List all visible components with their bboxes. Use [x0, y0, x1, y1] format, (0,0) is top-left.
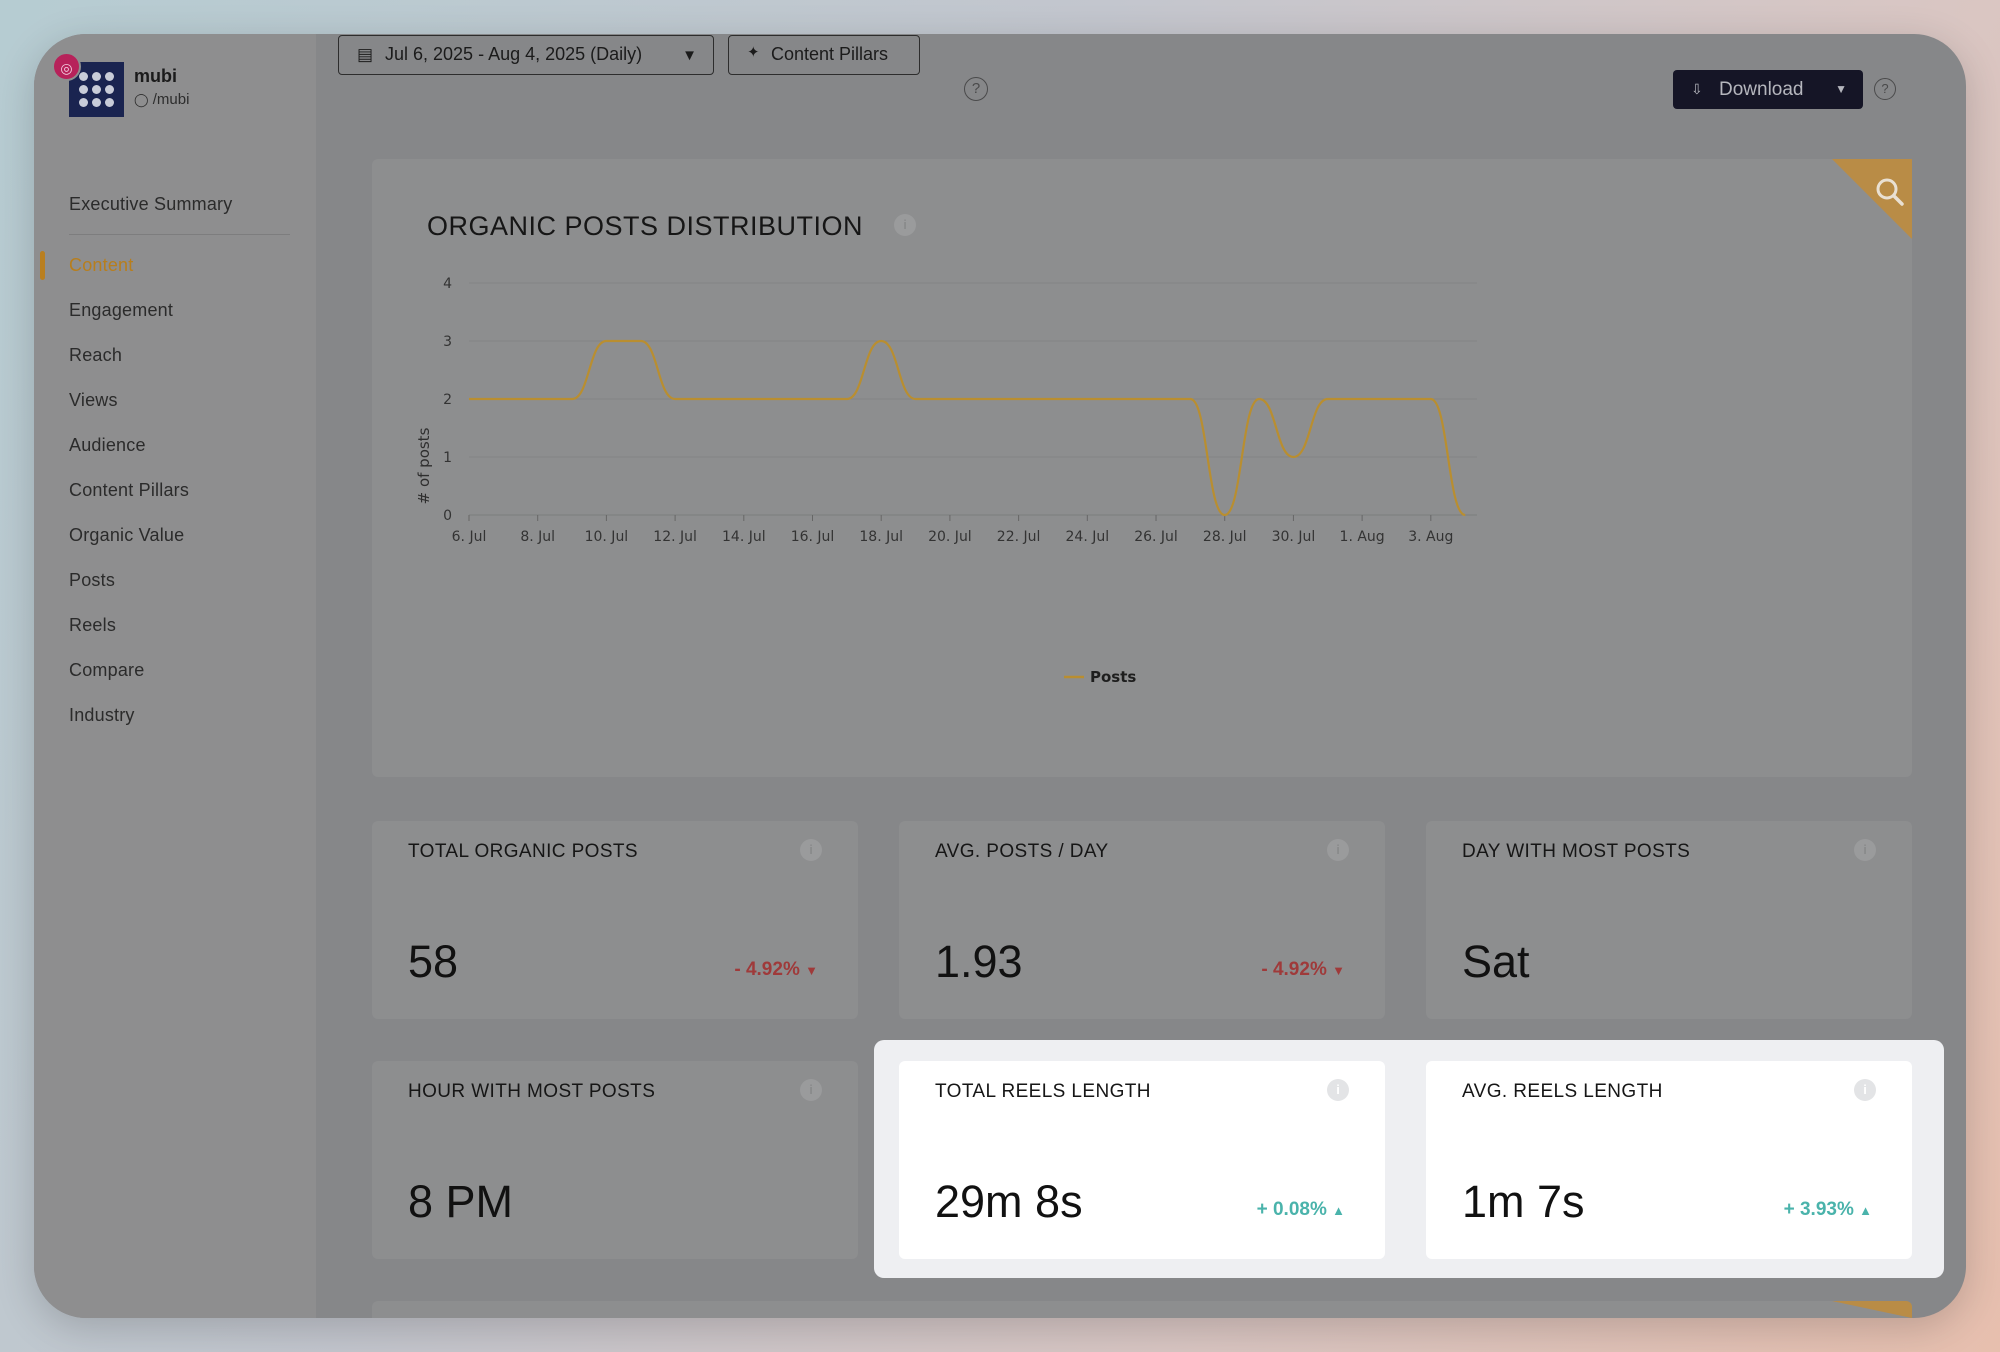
nav-item-content-pillars[interactable]: Content Pillars [69, 480, 190, 500]
sidebar: ◎ mubi ◯ /mubi Executive Summary Content… [34, 34, 316, 1318]
metric-card-day-most-posts: DAY WITH MOST POSTS i Sat [1426, 821, 1912, 1019]
x-tick-label: 20. Jul [928, 529, 972, 545]
info-icon[interactable]: i [800, 839, 822, 861]
metric-value: 58 [408, 936, 459, 987]
date-range-button[interactable]: ▤ Jul 6, 2025 - Aug 4, 2025 (Daily) ▼ [338, 35, 714, 75]
nav-item-reach[interactable]: Reach [69, 345, 123, 365]
download-icon: ⇩ [1691, 81, 1703, 97]
arrow-down-icon: ▼ [805, 963, 818, 978]
sidebar-nav: Executive Summary Content Engagement Rea… [34, 182, 316, 738]
date-range-label: Jul 6, 2025 - Aug 4, 2025 (Daily) [385, 44, 643, 64]
info-icon[interactable]: i [894, 214, 916, 236]
metric-value: 1m 7s [1462, 1176, 1585, 1227]
nav-item-views[interactable]: Views [69, 390, 118, 410]
metric-value: Sat [1462, 936, 1530, 987]
series-line-posts [469, 339, 1466, 517]
metric-delta: - 4.92% ▼ [1261, 959, 1345, 980]
nav-item-content[interactable]: Content [34, 243, 316, 288]
metric-value: 8 PM [408, 1176, 514, 1227]
brand-name: mubi [134, 66, 177, 86]
brand-handle: ◯ /mubi [134, 91, 189, 108]
info-icon[interactable]: i [1854, 1079, 1876, 1101]
metric-value: 29m 8s [935, 1176, 1083, 1227]
arrow-up-icon: ▲ [1332, 1203, 1345, 1218]
metric-delta: + 3.93% ▲ [1783, 1199, 1872, 1220]
zoom-corner[interactable] [1832, 159, 1912, 239]
x-tick-label: 18. Jul [859, 529, 903, 545]
calendar-icon: ▤ [357, 45, 374, 64]
brand-header[interactable]: ◎ mubi ◯ /mubi [52, 52, 309, 122]
organic-posts-chart-card: ORGANIC POSTS DISTRIBUTION i 0 1 2 3 4 6. Ju… [372, 159, 1912, 777]
x-tick-label: 28. Jul [1203, 529, 1247, 545]
nav-item-posts[interactable]: Posts [69, 570, 116, 590]
content-pillars-label: Content Pillars [771, 44, 889, 64]
nav-item-industry[interactable]: Industry [69, 705, 135, 725]
x-tick-label: 12. Jul [653, 529, 697, 545]
x-tick-label: 16. Jul [791, 529, 835, 545]
metric-delta: - 4.92% ▼ [734, 959, 818, 980]
x-tick-label: 10. Jul [585, 529, 629, 545]
chart-title: ORGANIC POSTS DISTRIBUTION [427, 211, 864, 241]
posts-line-chart: 0 1 2 3 4 6. Jul 8. Jul 10. Jul 12. Jul 14. Jul 1… [415, 276, 1477, 686]
metric-title: HOUR WITH MOST POSTS [408, 1081, 656, 1102]
nav-item-executive-summary[interactable]: Executive Summary [69, 194, 233, 214]
metric-title: TOTAL ORGANIC POSTS [408, 841, 639, 862]
metric-title: DAY WITH MOST POSTS [1462, 841, 1691, 862]
instagram-small-icon: ◯ [134, 92, 149, 107]
y-tick-label: 4 [443, 276, 452, 292]
download-label: Download [1719, 79, 1804, 100]
help-icon[interactable]: ? [964, 77, 988, 101]
arrow-down-icon: ▼ [1332, 963, 1345, 978]
metric-card-hour-most-posts: HOUR WITH MOST POSTS i 8 PM [372, 1061, 858, 1259]
info-icon[interactable]: i [1327, 1079, 1349, 1101]
metric-title: AVG. POSTS / DAY [935, 841, 1109, 862]
info-icon[interactable]: i [1854, 839, 1876, 861]
metric-title: AVG. REELS LENGTH [1462, 1081, 1663, 1102]
sparkle-icon: ✦ [747, 44, 760, 61]
y-tick-label: 0 [443, 508, 452, 524]
metric-card-total-organic-posts: TOTAL ORGANIC POSTS i 58 - 4.92% ▼ [372, 821, 858, 1019]
x-tick-label: 8. Jul [520, 529, 555, 545]
x-tick-label: 1. Aug [1340, 529, 1385, 545]
content-pillars-button[interactable]: ✦ Content Pillars [728, 35, 920, 75]
x-tick-label: 26. Jul [1134, 529, 1178, 545]
arrow-up-icon: ▲ [1859, 1203, 1872, 1218]
caret-down-icon[interactable]: ▼ [1835, 82, 1847, 96]
download-button[interactable]: ⇩ Download ▼ [1673, 70, 1863, 109]
x-tick-label: 6. Jul [452, 529, 487, 545]
metric-card-total-reels-length: TOTAL REELS LENGTH i 29m 8s + 0.08% ▲ [899, 1061, 1385, 1259]
metric-delta: + 0.08% ▲ [1256, 1199, 1345, 1220]
y-tick-label: 3 [443, 334, 452, 350]
y-tick-label: 2 [443, 392, 452, 408]
nav-item-organic-value[interactable]: Organic Value [69, 525, 185, 545]
nav-item-audience[interactable]: Audience [69, 435, 146, 455]
x-tick-label: 24. Jul [1066, 529, 1110, 545]
y-tick-label: 1 [443, 450, 452, 466]
legend-label-posts: Posts [1090, 668, 1136, 686]
brand-handle-text: /mubi [152, 91, 190, 108]
info-icon[interactable]: i [1327, 839, 1349, 861]
metric-card-avg-posts-day: AVG. POSTS / DAY i 1.93 - 4.92% ▼ [899, 821, 1385, 1019]
magnifier-icon [1876, 178, 1898, 200]
metric-value: 1.93 [935, 936, 1023, 987]
info-icon[interactable]: i [800, 1079, 822, 1101]
metric-card-avg-reels-length: AVG. REELS LENGTH i 1m 7s + 3.93% ▲ [1426, 1061, 1912, 1259]
x-tick-label: 30. Jul [1272, 529, 1316, 545]
x-tick-label: 22. Jul [997, 529, 1041, 545]
x-tick-label: 14. Jul [722, 529, 766, 545]
zoom-corner-peek [1832, 1301, 1912, 1318]
x-tick-label: 3. Aug [1408, 529, 1453, 545]
y-axis-label: # of posts [415, 427, 433, 504]
instagram-icon: ◎ [52, 52, 81, 81]
help-icon[interactable]: ? [1874, 78, 1896, 100]
nav-item-reels[interactable]: Reels [69, 615, 117, 635]
next-card-peek [372, 1301, 1912, 1318]
nav-item-compare[interactable]: Compare [69, 660, 145, 680]
caret-down-icon: ▼ [682, 47, 697, 64]
nav-item-engagement[interactable]: Engagement [69, 300, 174, 320]
metric-title: TOTAL REELS LENGTH [935, 1081, 1151, 1102]
nav-divider [69, 234, 290, 235]
